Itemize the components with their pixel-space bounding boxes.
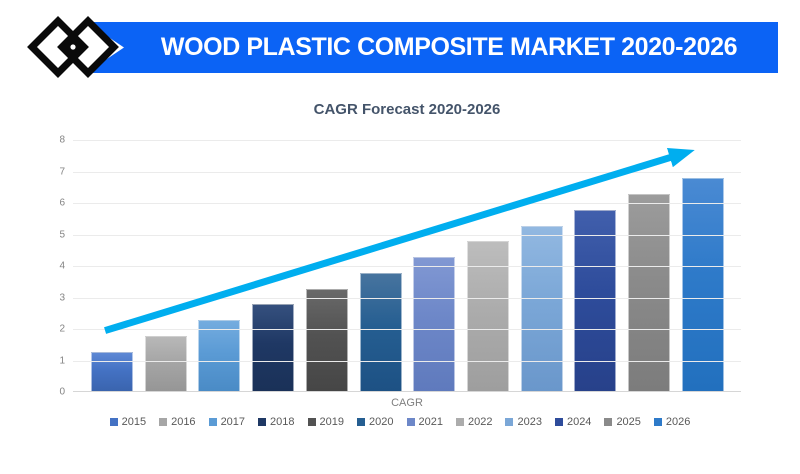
y-axis-tick-label: 3 bbox=[59, 292, 65, 303]
y-axis-tick-label: 4 bbox=[59, 260, 65, 272]
legend-item-2026: 2026 bbox=[653, 416, 691, 428]
legend-item-2018: 2018 bbox=[258, 416, 295, 428]
bar-2023 bbox=[520, 225, 563, 391]
legend-item-2019: 2019 bbox=[307, 416, 345, 428]
gridline bbox=[73, 297, 741, 299]
legend-item-2024: 2024 bbox=[554, 416, 592, 428]
gridline bbox=[73, 360, 741, 362]
bar-2018 bbox=[252, 304, 295, 391]
y-axis-tick-label: 0 bbox=[59, 386, 65, 398]
legend-label: 2025 bbox=[616, 416, 641, 428]
legend-item-2020: 2020 bbox=[357, 416, 394, 428]
legend-label: 2021 bbox=[418, 416, 443, 428]
bar-2017 bbox=[198, 320, 241, 391]
y-axis-tick-label: 7 bbox=[59, 166, 65, 177]
gridline bbox=[73, 203, 741, 204]
trend-arrow bbox=[104, 148, 695, 334]
legend-swatch-icon bbox=[159, 418, 168, 426]
y-axis-tick-label: 6 bbox=[59, 197, 65, 209]
x-axis-label: CAGR bbox=[391, 397, 423, 409]
bar-2026 bbox=[681, 178, 724, 391]
overlapping-diamonds-logo-icon bbox=[27, 16, 119, 78]
legend-item-2023: 2023 bbox=[505, 416, 542, 428]
legend-swatch-icon bbox=[406, 418, 415, 426]
gridline bbox=[73, 266, 741, 267]
gridline bbox=[73, 140, 741, 141]
bar-2016 bbox=[144, 335, 187, 391]
legend-label: 2019 bbox=[319, 416, 345, 428]
legend-item-2022: 2022 bbox=[455, 416, 493, 428]
bar-2015 bbox=[91, 351, 133, 391]
header-banner: WOOD PLASTIC COMPOSITE MARKET 2020-2026 bbox=[86, 22, 778, 73]
bar-2020 bbox=[359, 272, 402, 391]
y-axis-tick-label: 2 bbox=[59, 323, 65, 335]
legend-swatch-icon bbox=[554, 418, 563, 426]
gridline bbox=[73, 329, 741, 330]
x-axis-line bbox=[73, 391, 741, 392]
bar-2021 bbox=[413, 257, 456, 391]
bar-2019 bbox=[305, 288, 348, 391]
plot-area: 0 1 2 3 4 5 6 7 8 bbox=[59, 135, 741, 398]
legend-swatch-icon bbox=[208, 418, 217, 426]
legend: 2015 2016 2017 2018 2019 2020 2021 2022 2023 2024… bbox=[0, 416, 800, 428]
y-axis-tick-label: 5 bbox=[59, 229, 65, 240]
legend-swatch-icon bbox=[505, 418, 514, 426]
gridline bbox=[73, 171, 741, 173]
legend-item-2016: 2016 bbox=[159, 416, 196, 428]
legend-label: 2022 bbox=[467, 416, 493, 428]
legend-label: 2016 bbox=[171, 416, 196, 428]
legend-swatch-icon bbox=[307, 418, 316, 426]
legend-item-2015: 2015 bbox=[109, 416, 147, 428]
legend-swatch-icon bbox=[357, 418, 366, 426]
legend-swatch-icon bbox=[455, 418, 464, 426]
legend-label: 2026 bbox=[665, 416, 691, 428]
legend-label: 2015 bbox=[121, 416, 147, 428]
chart-title: CAGR Forecast 2020-2026 bbox=[313, 101, 501, 118]
legend-swatch-icon bbox=[653, 418, 662, 426]
y-axis-tick-label: 8 bbox=[59, 134, 65, 146]
legend-label: 2023 bbox=[517, 416, 542, 428]
legend-swatch-icon bbox=[109, 418, 118, 426]
legend-label: 2018 bbox=[270, 416, 295, 428]
legend-label: 2020 bbox=[369, 416, 394, 428]
page-title: WOOD PLASTIC COMPOSITE MARKET 2020-2026 bbox=[160, 33, 738, 61]
legend-label: 2017 bbox=[220, 416, 246, 428]
legend-label: 2024 bbox=[566, 416, 592, 428]
bar-2025 bbox=[628, 194, 671, 391]
y-axis-tick-label: 1 bbox=[59, 355, 65, 366]
legend-item-2017: 2017 bbox=[208, 416, 246, 428]
legend-swatch-icon bbox=[258, 418, 267, 426]
legend-swatch-icon bbox=[604, 418, 613, 426]
legend-item-2025: 2025 bbox=[604, 416, 641, 428]
legend-item-2021: 2021 bbox=[406, 416, 443, 428]
